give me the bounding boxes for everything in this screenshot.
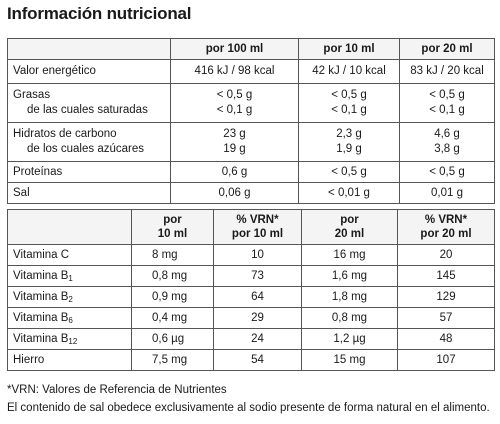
value-cell: 0,8 mg <box>301 307 398 329</box>
value-cell: 0,6 µg <box>131 328 214 350</box>
value-cell: 42 kJ / 10 kcal <box>298 59 400 84</box>
table-row: Hierro 7,5 mg 54 15 mg 107 <box>7 349 495 371</box>
value-cell: 145 <box>397 265 495 287</box>
header-cell: por 20 ml <box>301 209 398 245</box>
value-cell: 4,6 g 3,8 g <box>399 122 495 162</box>
table-row: Grasas de las cuales saturadas < 0,5 g < 0… <box>7 83 495 123</box>
vitamin-name: Vitamina B2 <box>7 286 132 308</box>
table-row: Vitamina B1 0,8 mg 73 1,6 mg 145 <box>7 265 495 287</box>
value-cell: 0,9 mg <box>131 286 214 308</box>
header-cell: por 10 ml <box>298 38 400 60</box>
table-row: Valor energético 416 kJ / 98 kcal 42 kJ … <box>7 59 495 84</box>
row-label: Grasas de las cuales saturadas <box>7 83 171 123</box>
value-cell: 2,3 g 1,9 g <box>298 122 400 162</box>
value-cell: < 0,5 g < 0,1 g <box>170 83 299 123</box>
page-title: Información nutricional <box>7 4 192 23</box>
nutrition-header-row: por 100 ml por 10 ml por 20 ml <box>7 38 495 60</box>
value-cell: 1,8 mg <box>301 286 398 308</box>
value-cell: 129 <box>397 286 495 308</box>
value-cell: 1,6 mg <box>301 265 398 287</box>
value-cell: 48 <box>397 328 495 350</box>
table-row: Vitamina B12 0,6 µg 24 1,2 µg 48 <box>7 328 495 350</box>
vrn-footnote: *VRN: Valores de Referencia de Nutriente… <box>7 384 227 396</box>
header-cell <box>7 209 132 245</box>
row-label: Proteínas <box>7 161 171 183</box>
vitamins-header-row: por 10 ml % VRN* por 10 ml por 20 ml % VRN*… <box>7 209 495 245</box>
value-cell: 83 kJ / 20 kcal <box>399 59 495 84</box>
row-label: Sal <box>7 182 171 204</box>
value-cell: 73 <box>213 265 302 287</box>
value-cell: < 0,5 g < 0,1 g <box>399 83 495 123</box>
value-cell: < 0,01 g <box>298 182 400 204</box>
table-row: Proteínas 0,6 g < 0,5 g < 0,5 g <box>7 161 495 183</box>
value-cell: 416 kJ / 98 kcal <box>170 59 299 84</box>
table-row: Sal 0,06 g < 0,01 g 0,01 g <box>7 182 495 204</box>
vitamins-table: por 10 ml % VRN* por 10 ml por 20 ml % VRN*… <box>7 209 495 371</box>
value-cell: 0,6 g <box>170 161 299 183</box>
header-cell: por 100 ml <box>170 38 299 60</box>
value-cell: 0,01 g <box>399 182 495 204</box>
header-cell: por 20 ml <box>399 38 495 60</box>
vitamin-name: Vitamina C <box>7 244 132 266</box>
value-cell: 54 <box>213 349 302 371</box>
value-cell: 23 g 19 g <box>170 122 299 162</box>
value-cell: 1,2 µg <box>301 328 398 350</box>
value-cell: 64 <box>213 286 302 308</box>
vitamin-name: Vitamina B12 <box>7 328 132 350</box>
value-cell: 10 <box>213 244 302 266</box>
header-cell: % VRN* por 10 ml <box>213 209 302 245</box>
vitamin-name: Vitamina B6 <box>7 307 132 329</box>
header-cell: por 10 ml <box>131 209 214 245</box>
value-cell: 24 <box>213 328 302 350</box>
value-cell: 15 mg <box>301 349 398 371</box>
vitamin-name: Hierro <box>7 349 132 371</box>
nutrition-table: por 100 ml por 10 ml por 20 ml Valor ene… <box>7 38 495 204</box>
value-cell: 0,06 g <box>170 182 299 204</box>
value-cell: 0,8 mg <box>131 265 214 287</box>
value-cell: < 0,5 g <box>298 161 400 183</box>
value-cell: 8 mg <box>131 244 214 266</box>
header-cell: % VRN* por 20 ml <box>397 209 495 245</box>
row-label: Valor energético <box>7 59 171 84</box>
value-cell: 16 mg <box>301 244 398 266</box>
header-cell <box>7 38 171 60</box>
value-cell: 0,4 mg <box>131 307 214 329</box>
table-row: Vitamina B6 0,4 mg 29 0,8 mg 57 <box>7 307 495 329</box>
value-cell: < 0,5 g < 0,1 g <box>298 83 400 123</box>
row-label: Hidratos de carbono de los cuales azúcare… <box>7 122 171 162</box>
value-cell: 57 <box>397 307 495 329</box>
table-row: Vitamina B2 0,9 mg 64 1,8 mg 129 <box>7 286 495 308</box>
value-cell: 20 <box>397 244 495 266</box>
table-row: Vitamina C 8 mg 10 16 mg 20 <box>7 244 495 266</box>
value-cell: 7,5 mg <box>131 349 214 371</box>
vitamin-name: Vitamina B1 <box>7 265 132 287</box>
value-cell: 107 <box>397 349 495 371</box>
value-cell: < 0,5 g <box>399 161 495 183</box>
salt-footnote: El contenido de sal obedece exclusivamen… <box>7 402 490 414</box>
value-cell: 29 <box>213 307 302 329</box>
table-row: Hidratos de carbono de los cuales azúcare… <box>7 122 495 162</box>
